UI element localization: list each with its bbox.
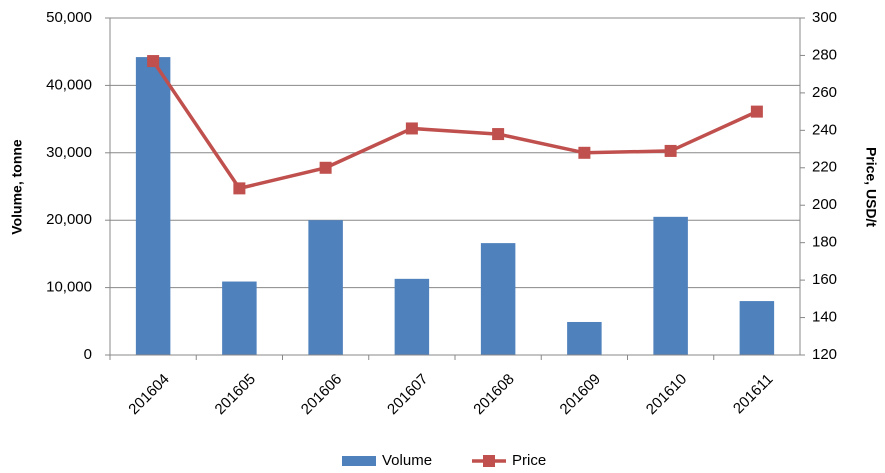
bar [480, 243, 516, 355]
x-tick-label: 201609 [557, 371, 604, 418]
price-line [151, 60, 758, 191]
price-marker [664, 144, 677, 157]
legend-swatch [342, 456, 376, 466]
price-marker [319, 161, 332, 174]
y-tick-label: 40,000 [46, 76, 92, 93]
price-marker [405, 122, 418, 135]
y2-tick-label: 180 [812, 234, 837, 251]
bar [135, 57, 171, 355]
x-tick-label: 201604 [125, 371, 172, 418]
x-tick-label: 201611 [730, 371, 777, 418]
price-marker [750, 105, 763, 118]
y-tick-label: 50,000 [46, 9, 92, 26]
price-marker [147, 55, 160, 68]
y-tick-label: 20,000 [46, 211, 92, 228]
y2-axis-title: Price, USD/t [863, 147, 879, 227]
x-tick-label: 201606 [298, 371, 345, 418]
y2-tick-label: 160 [812, 271, 837, 288]
y2-tick-label: 220 [812, 159, 837, 176]
y2-tick-label: 120 [812, 346, 837, 363]
y2-tick-label: 140 [812, 309, 837, 326]
bar [567, 321, 602, 355]
legend-label: Volume [382, 452, 432, 469]
legend-marker [483, 455, 495, 467]
y2-tick-label: 300 [812, 9, 837, 26]
x-tick-label: 201610 [643, 371, 690, 418]
y2-tick-label: 260 [812, 84, 837, 101]
y-tick-label: 10,000 [46, 279, 92, 296]
y-tick-label: 30,000 [46, 144, 92, 161]
legend-label: Price [512, 452, 546, 469]
price-marker [578, 146, 591, 159]
price-marker [233, 182, 246, 195]
bar [653, 216, 688, 355]
y2-tick-label: 280 [812, 46, 837, 63]
x-tick-label: 201607 [384, 371, 431, 418]
bar [394, 278, 430, 355]
price-marker [492, 128, 505, 141]
x-tick-label: 201608 [470, 371, 517, 418]
bar [222, 281, 257, 355]
y-axis-title: Volume, tonne [9, 139, 25, 235]
y2-tick-label: 240 [812, 121, 837, 138]
y-tick-label: 0 [84, 346, 92, 363]
bar [308, 220, 343, 355]
y2-tick-label: 200 [812, 196, 837, 213]
bar [739, 301, 775, 355]
x-tick-label: 201605 [212, 371, 259, 418]
